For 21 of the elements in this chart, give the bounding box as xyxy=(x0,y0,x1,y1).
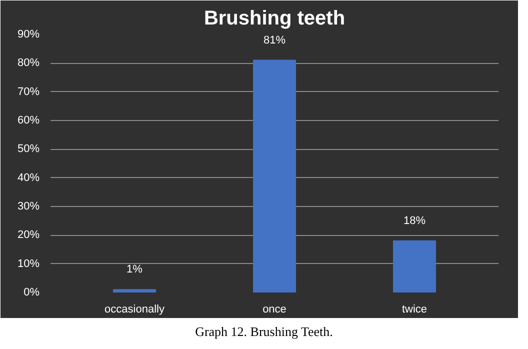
x-tick-label: twice xyxy=(402,304,428,316)
y-tick-label: 40% xyxy=(17,172,40,184)
data-label: 18% xyxy=(403,214,426,227)
y-tick-label: 60% xyxy=(17,114,40,126)
y-tick-label: 10% xyxy=(17,258,40,270)
chart-title: Brushing teeth xyxy=(204,8,346,30)
y-tick-label: 0% xyxy=(24,286,40,298)
bar xyxy=(113,289,156,292)
caption: Graph 12. Brushing Teeth. xyxy=(195,323,333,341)
bar xyxy=(393,240,436,292)
y-tick-label: 30% xyxy=(17,200,40,212)
bar xyxy=(253,60,296,292)
x-tick-label: once xyxy=(262,304,286,316)
x-tick-label: occasionally xyxy=(104,304,165,316)
y-tick-label: 50% xyxy=(17,143,40,156)
y-tick-label: 90% xyxy=(17,28,40,40)
y-tick-label: 80% xyxy=(17,57,40,70)
y-tick-label: 20% xyxy=(17,229,40,242)
data-label: 1% xyxy=(126,264,143,276)
data-label: 81% xyxy=(263,34,286,46)
y-tick-label: 70% xyxy=(17,86,40,98)
